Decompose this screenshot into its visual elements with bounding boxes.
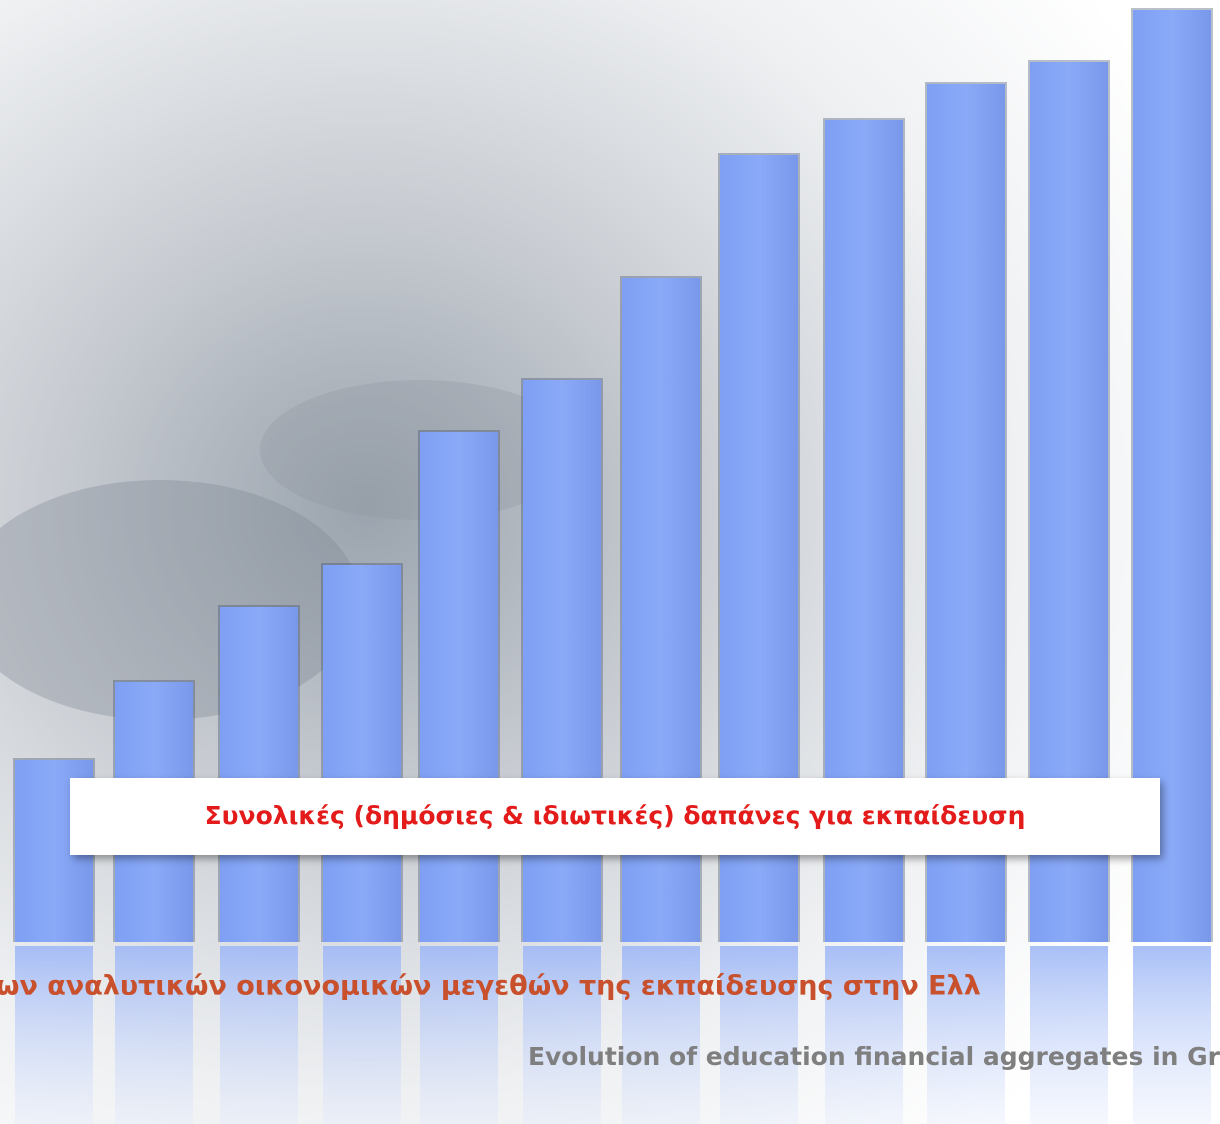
bar <box>420 432 498 942</box>
bar-reflection <box>523 946 601 1124</box>
banner-text: Συνολικές (δημόσιες & ιδιωτικές) δαπάνες… <box>205 801 1026 830</box>
bar <box>523 380 601 942</box>
bar-reflection <box>622 946 700 1124</box>
bar <box>220 607 298 942</box>
bar-reflection <box>115 946 193 1124</box>
bar <box>323 565 401 942</box>
bar-reflection <box>420 946 498 1124</box>
english-title: Evolution of education financial aggrega… <box>528 1042 1220 1071</box>
bar-reflection <box>1133 946 1211 1124</box>
bar-reflection <box>15 946 93 1124</box>
greek-title: ων αναλυτικών οικονομικών μεγεθών της εκ… <box>0 971 981 1002</box>
bar-reflection <box>220 946 298 1124</box>
banner-box <box>70 778 1160 855</box>
bar-reflection <box>323 946 401 1124</box>
bar-reflection <box>927 946 1005 1124</box>
bar-reflection <box>1030 946 1108 1124</box>
bar-reflection <box>825 946 903 1124</box>
bar-reflection <box>720 946 798 1124</box>
